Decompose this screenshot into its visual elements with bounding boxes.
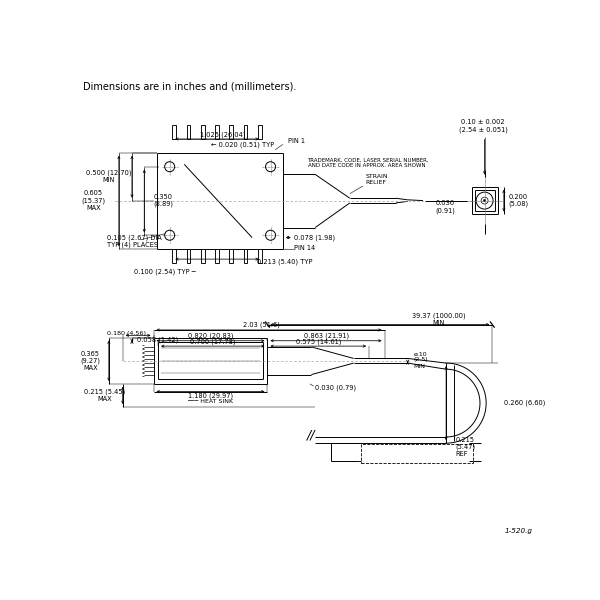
- Bar: [187, 249, 190, 263]
- Bar: [258, 249, 262, 263]
- Text: 0.350
(8.89): 0.350 (8.89): [154, 194, 173, 208]
- Text: 0.820 (20.83): 0.820 (20.83): [188, 333, 233, 340]
- Text: MIN: MIN: [414, 364, 426, 370]
- Bar: [244, 249, 247, 263]
- Text: 1-520.g: 1-520.g: [505, 528, 532, 534]
- Text: Dimensions are in inches and (millimeters).: Dimensions are in inches and (millimeter…: [83, 81, 296, 91]
- Text: 0.365
(9.27)
MAX: 0.365 (9.27) MAX: [80, 350, 100, 371]
- Bar: [215, 125, 219, 139]
- Text: 39.37 (1000.00)
MIN: 39.37 (1000.00) MIN: [412, 313, 465, 326]
- Text: 0.078 (1.98): 0.078 (1.98): [295, 234, 335, 241]
- Bar: [215, 249, 219, 263]
- Bar: [258, 125, 262, 139]
- Text: //: //: [307, 429, 316, 442]
- Text: 0.700 (17.78): 0.700 (17.78): [190, 338, 236, 345]
- Bar: [172, 249, 176, 263]
- Text: 0.215 (5.45)
MAX: 0.215 (5.45) MAX: [83, 389, 125, 402]
- Text: ─── HEAT SINK: ─── HEAT SINK: [187, 399, 233, 404]
- Bar: [201, 125, 205, 139]
- Text: 1.025 (26.04): 1.025 (26.04): [200, 131, 245, 137]
- Text: ø.10
(2.5): ø.10 (2.5): [414, 352, 428, 362]
- Text: 0.180 (4.56): 0.180 (4.56): [107, 331, 146, 336]
- Text: 0.215
(5.47)
REF: 0.215 (5.47) REF: [455, 437, 475, 457]
- Bar: [172, 125, 176, 139]
- Text: 1.180 (29.97): 1.180 (29.97): [188, 393, 233, 400]
- Text: 0.575 (14.61): 0.575 (14.61): [296, 338, 341, 345]
- Text: 0.058 (1.42): 0.058 (1.42): [137, 337, 178, 343]
- Text: 0.500 (12.70)
MIN: 0.500 (12.70) MIN: [86, 170, 131, 184]
- Text: 0.10 ± 0.002
(2.54 ± 0.051): 0.10 ± 0.002 (2.54 ± 0.051): [458, 119, 508, 133]
- Text: PIN 14: PIN 14: [295, 245, 316, 251]
- Bar: [361, 444, 473, 463]
- Text: 0.036
(0.91): 0.036 (0.91): [436, 200, 455, 214]
- Text: 0.605
(15.37)
MAX: 0.605 (15.37) MAX: [82, 190, 106, 211]
- Text: PIN 1: PIN 1: [288, 138, 305, 144]
- Text: ← 0.020 (0.51) TYP: ← 0.020 (0.51) TYP: [211, 142, 275, 148]
- Text: 0.105 (2.67) DIA
TYP (4) PLACES: 0.105 (2.67) DIA TYP (4) PLACES: [107, 235, 162, 248]
- Circle shape: [484, 199, 486, 202]
- Text: 0.100 (2.54) TYP ─: 0.100 (2.54) TYP ─: [134, 269, 196, 275]
- Text: 2.03 (51.6): 2.03 (51.6): [243, 322, 280, 328]
- Text: TRADEMARK, CODE, LASER SERIAL NUMBER,
AND DATE CODE IN APPROX. AREA SHOWN: TRADEMARK, CODE, LASER SERIAL NUMBER, AN…: [308, 157, 429, 168]
- Bar: [187, 125, 190, 139]
- Bar: [201, 249, 205, 263]
- Text: 0.030 (0.79): 0.030 (0.79): [315, 385, 356, 391]
- Text: STRAIN
RELIEF: STRAIN RELIEF: [365, 175, 388, 185]
- Text: 0.200
(5.08): 0.200 (5.08): [508, 194, 529, 208]
- Bar: [229, 125, 233, 139]
- Bar: [244, 125, 247, 139]
- Text: 0.213 (5.40) TYP: 0.213 (5.40) TYP: [257, 259, 313, 265]
- Text: 0.260 (6.60): 0.260 (6.60): [504, 400, 545, 406]
- Text: 0.863 (21.91): 0.863 (21.91): [304, 333, 349, 340]
- Bar: [229, 249, 233, 263]
